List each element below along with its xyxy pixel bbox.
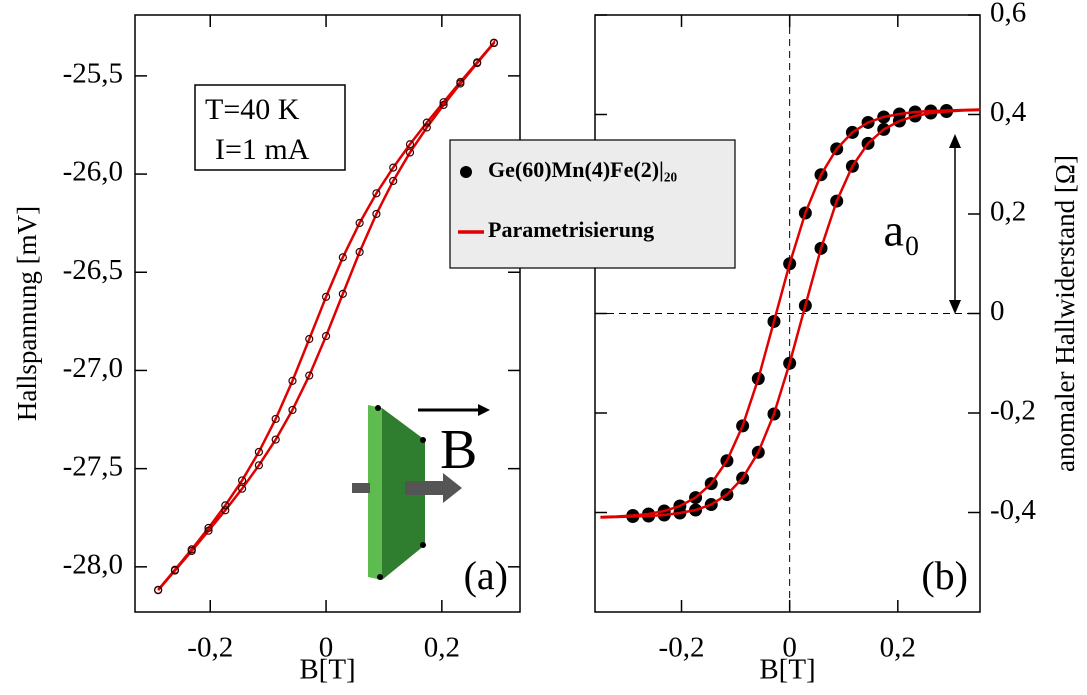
data-point: [204, 526, 213, 535]
legend-box: [449, 139, 736, 269]
x-tick-label: -0,2: [187, 632, 233, 664]
annotation: I=1 mA: [215, 133, 310, 166]
field-arrow-head: [443, 473, 462, 503]
annotation: (a): [464, 553, 508, 598]
legend-marker: [460, 166, 472, 178]
fit-line: [600, 108, 981, 519]
annotation: (b): [921, 553, 968, 598]
plate-face: [382, 408, 425, 580]
contact: [420, 437, 426, 443]
y-tick-label: -26,5: [63, 254, 123, 286]
data-point: [187, 545, 196, 554]
data-point: [439, 98, 448, 107]
x-tick-label: 0: [319, 632, 334, 664]
y-tick-label: 0,2: [990, 196, 1026, 228]
sample-illustration: [352, 404, 490, 580]
y-tick-label: -27,5: [63, 450, 123, 482]
data-point: [372, 209, 381, 219]
data-point: [221, 506, 230, 515]
a0-arrow-head: [949, 300, 961, 314]
data-point: [338, 253, 347, 262]
data-point: [288, 376, 297, 385]
data-point: [355, 247, 364, 257]
y-tick-label: -0,4: [990, 494, 1036, 526]
data-point: [338, 289, 347, 298]
data-point: [254, 461, 263, 470]
y-tick-label: 0: [990, 295, 1005, 327]
data-point: [422, 123, 431, 132]
contact: [375, 405, 381, 411]
data-point: [238, 476, 247, 485]
data-point: [321, 331, 331, 341]
data-point: [389, 176, 398, 186]
info-box: [194, 84, 346, 171]
y-tick-label: -25,5: [63, 58, 123, 90]
data-point: [305, 371, 314, 380]
legend-label: Parametrisierung: [488, 217, 654, 242]
a0-arrow-head: [949, 134, 961, 148]
y-tick-label: 0,6: [990, 0, 1026, 29]
data-point: [204, 523, 213, 533]
data-point: [271, 414, 280, 424]
data-point: [305, 334, 314, 344]
data-point: [170, 565, 180, 574]
data-point: [238, 484, 247, 493]
data-point: [372, 189, 381, 198]
y-axis-label: Hallspannung [mV]: [12, 206, 42, 421]
plot-frame: [134, 14, 521, 613]
data-point: [405, 148, 415, 157]
vector-arrow-head: [478, 404, 490, 416]
data-point: [473, 58, 482, 67]
annotation: a₀: [884, 205, 920, 256]
x-axis-label: B[T]: [299, 654, 355, 686]
contact: [420, 542, 426, 548]
contact: [377, 574, 383, 580]
x-tick-label: 0,2: [424, 632, 460, 664]
data-point: [489, 38, 499, 47]
y-tick-label: 0,4: [990, 96, 1027, 128]
x-tick-label: -0,2: [659, 632, 705, 664]
data-point: [288, 405, 297, 415]
data-point: [321, 292, 331, 301]
plate-edge: [368, 405, 382, 580]
data-point: [439, 100, 448, 110]
field-arrow: [352, 483, 370, 493]
fit-line: [157, 39, 496, 592]
data-point: [389, 163, 398, 172]
annotation: T=40 K: [205, 93, 300, 126]
y-tick-label: -27,0: [63, 352, 123, 384]
data-point: [154, 585, 163, 594]
x-axis-label: B[T]: [759, 654, 815, 686]
annotation: B: [440, 419, 477, 481]
data-point: [456, 77, 465, 87]
legend-label: Ge(60)Mn(4)Fe(2)|₂₀: [488, 157, 677, 182]
data-point: [405, 140, 415, 149]
y-tick-label: -26,0: [63, 156, 123, 188]
field-arrow: [405, 481, 445, 495]
y-tick-label: -28,0: [63, 548, 123, 580]
data-point: [355, 218, 364, 228]
y-axis-label: anomaler Hallwiderstand [Ω]: [1050, 155, 1080, 472]
data-point: [271, 435, 280, 444]
data-point: [221, 501, 230, 510]
x-tick-label: 0,2: [880, 632, 916, 664]
data-point: [422, 118, 431, 127]
x-tick-label: 0: [782, 632, 797, 664]
y-tick-label: -0,2: [990, 395, 1036, 427]
data-point: [254, 447, 263, 457]
